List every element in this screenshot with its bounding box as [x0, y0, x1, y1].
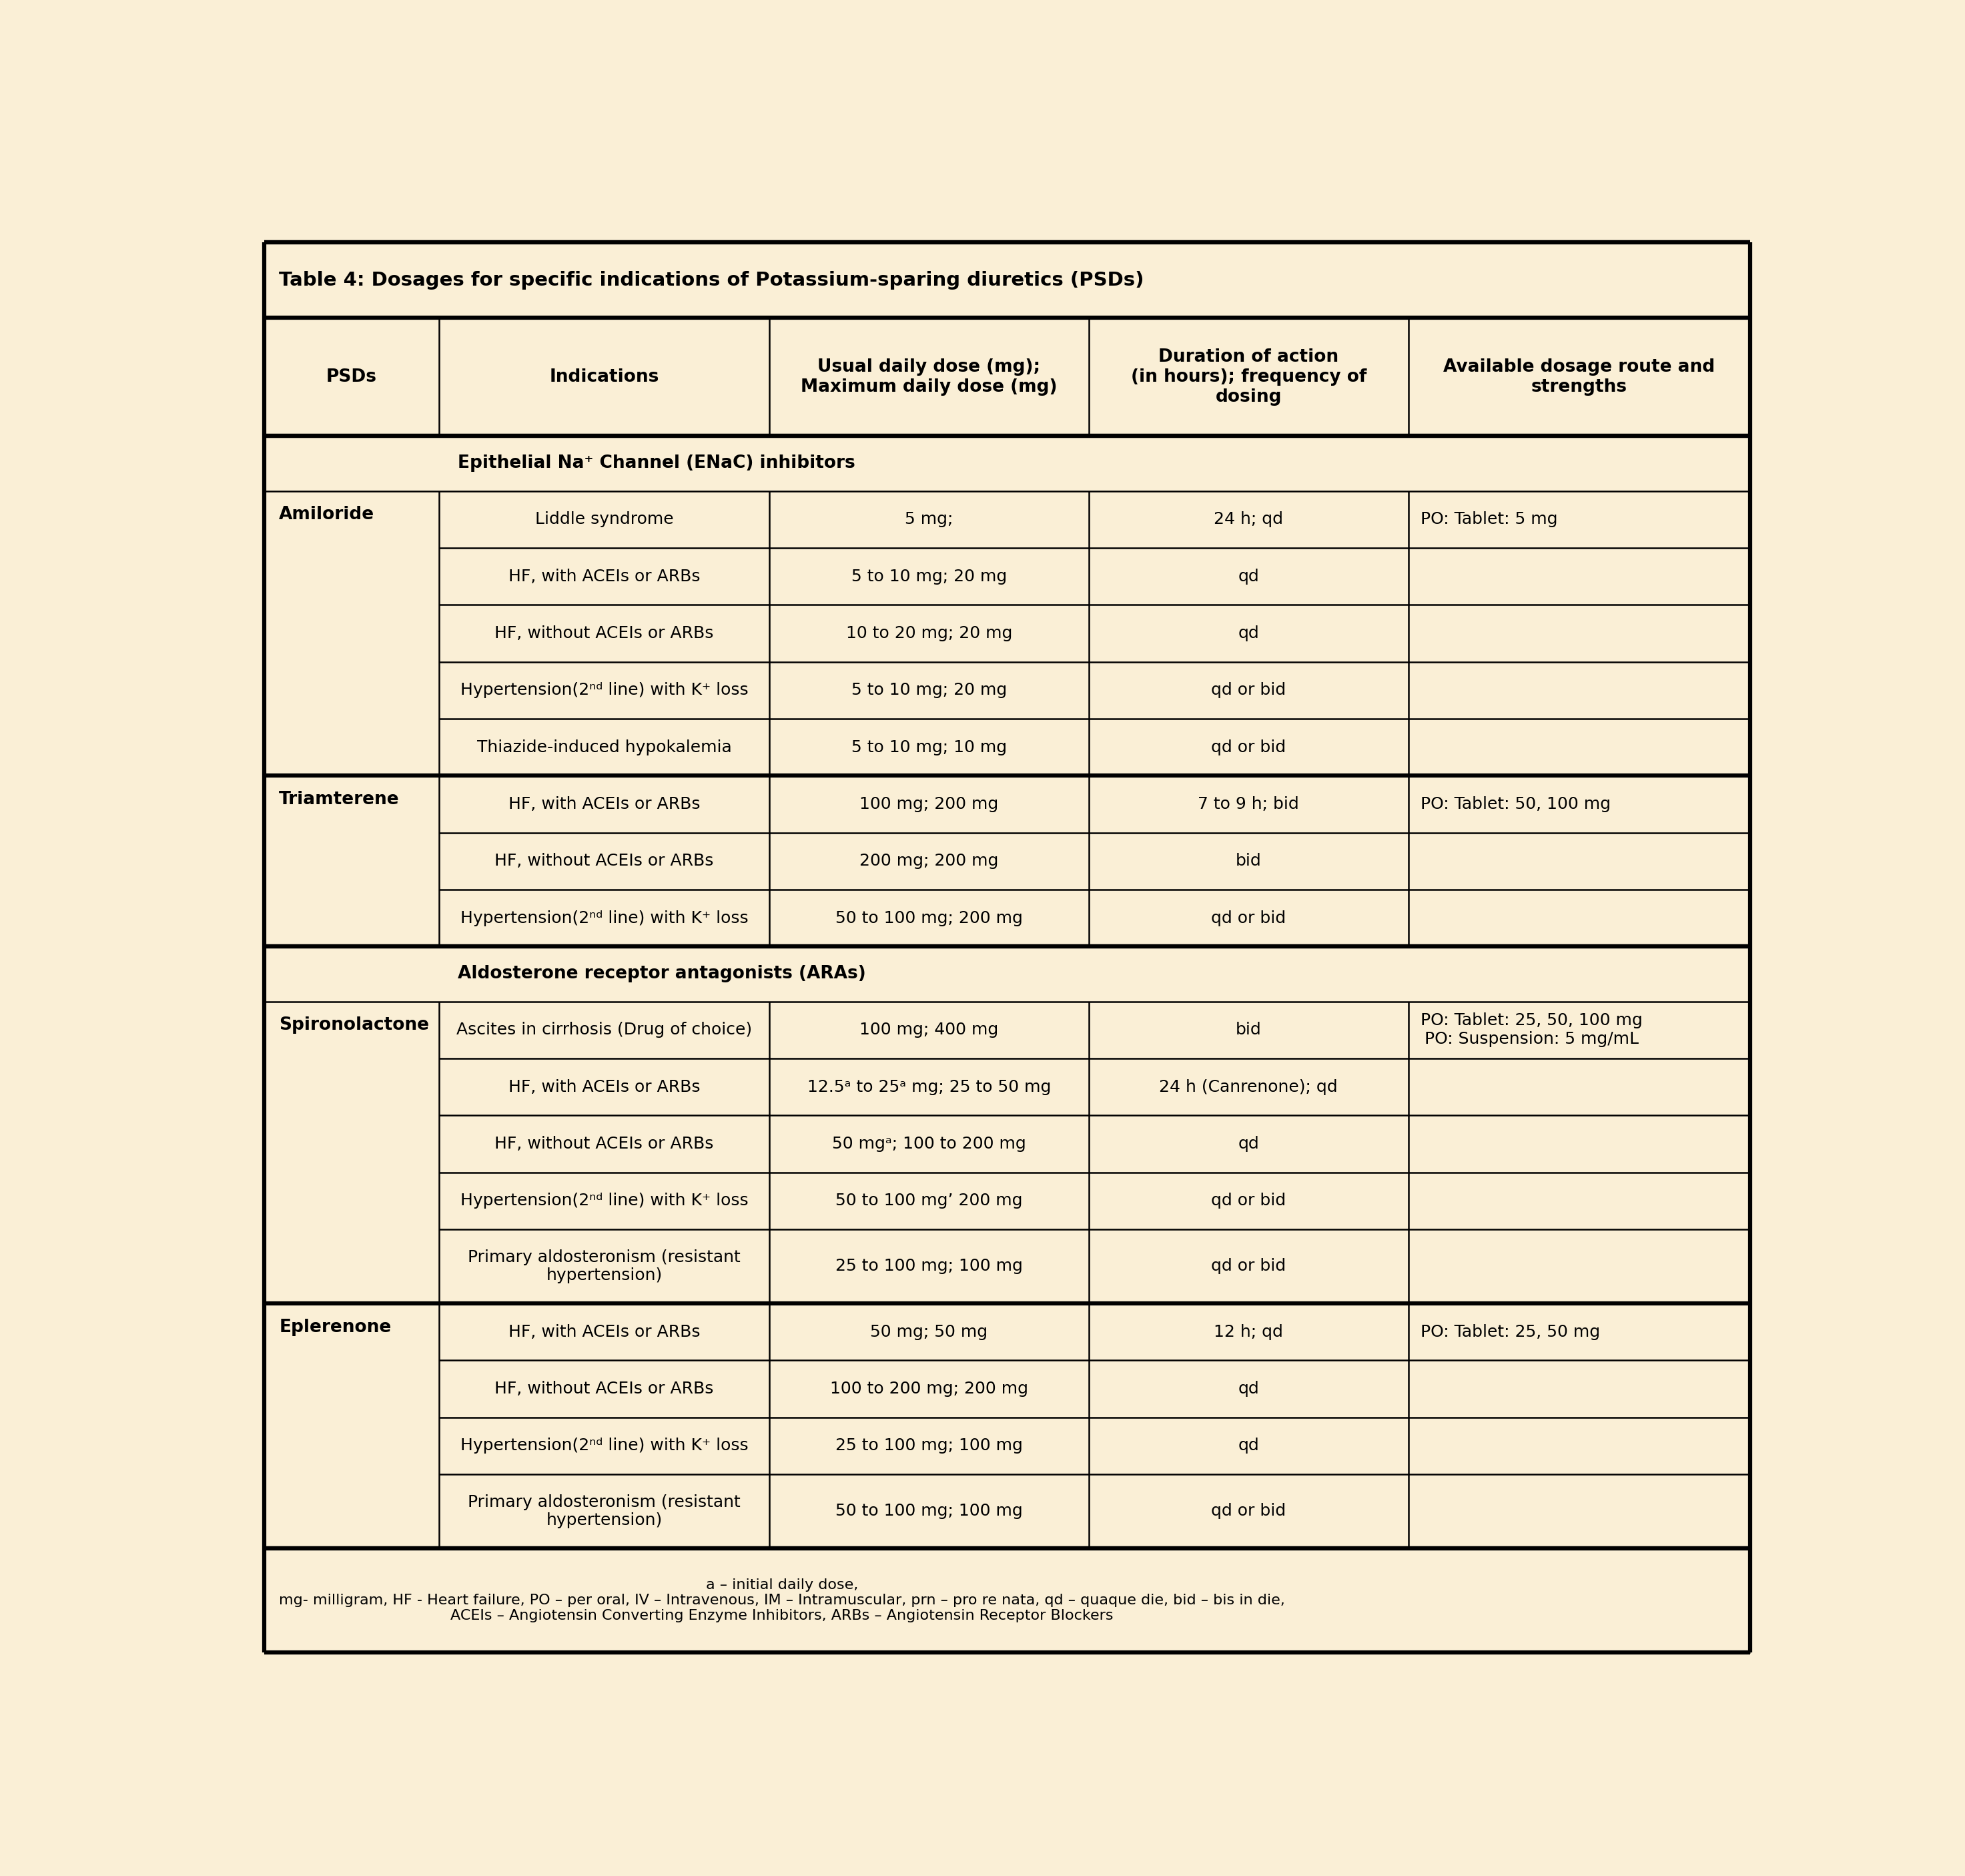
Text: Primary aldosteronism (resistant
hypertension): Primary aldosteronism (resistant hyperte…	[468, 1493, 741, 1529]
Text: PO: Tablet: 50, 100 mg: PO: Tablet: 50, 100 mg	[1421, 795, 1611, 812]
Text: Spironolactone: Spironolactone	[279, 1017, 428, 1034]
Text: HF, without ACEIs or ARBs: HF, without ACEIs or ARBs	[495, 1135, 713, 1152]
Text: Eplerenone: Eplerenone	[279, 1319, 391, 1336]
Text: 10 to 20 mg; 20 mg: 10 to 20 mg; 20 mg	[845, 625, 1012, 642]
Text: PO: Tablet: 25, 50 mg: PO: Tablet: 25, 50 mg	[1421, 1324, 1600, 1339]
Bar	[263, 242, 1751, 317]
Bar	[263, 435, 1751, 492]
Text: Liddle syndrome: Liddle syndrome	[534, 512, 674, 527]
Text: qd or bid: qd or bid	[1210, 1503, 1285, 1520]
Text: Hypertension(2ⁿᵈ line) with K⁺ loss: Hypertension(2ⁿᵈ line) with K⁺ loss	[460, 1437, 749, 1454]
Text: 24 h (Canrenone); qd: 24 h (Canrenone); qd	[1159, 1079, 1338, 1096]
Bar	[263, 1548, 1751, 1653]
Text: Ascites in cirrhosis (Drug of choice): Ascites in cirrhosis (Drug of choice)	[456, 1022, 753, 1037]
Text: 5 to 10 mg; 10 mg: 5 to 10 mg; 10 mg	[851, 739, 1006, 756]
Text: qd: qd	[1238, 1381, 1260, 1398]
Text: HF, without ACEIs or ARBs: HF, without ACEIs or ARBs	[495, 1381, 713, 1398]
Text: 50 mg; 50 mg: 50 mg; 50 mg	[870, 1324, 988, 1339]
Text: bid: bid	[1236, 854, 1262, 869]
Text: HF, with ACEIs or ARBs: HF, with ACEIs or ARBs	[509, 1324, 700, 1339]
Text: a – initial daily dose,
mg- milligram, HF - Heart failure, PO – per oral, IV – I: a – initial daily dose, mg- milligram, H…	[279, 1578, 1285, 1623]
Text: Thiazide-induced hypokalemia: Thiazide-induced hypokalemia	[477, 739, 731, 756]
Text: Hypertension(2ⁿᵈ line) with K⁺ loss: Hypertension(2ⁿᵈ line) with K⁺ loss	[460, 1193, 749, 1208]
Text: PSDs: PSDs	[326, 368, 377, 385]
Text: 25 to 100 mg; 100 mg: 25 to 100 mg; 100 mg	[835, 1437, 1022, 1454]
Text: 100 to 200 mg; 200 mg: 100 to 200 mg; 200 mg	[829, 1381, 1028, 1398]
Bar	[263, 1002, 1751, 1304]
Text: 50 to 100 mg’ 200 mg: 50 to 100 mg’ 200 mg	[835, 1193, 1022, 1208]
Text: 7 to 9 h; bid: 7 to 9 h; bid	[1199, 795, 1299, 812]
Text: PO: Tablet: 5 mg: PO: Tablet: 5 mg	[1421, 512, 1558, 527]
Text: HF, with ACEIs or ARBs: HF, with ACEIs or ARBs	[509, 1079, 700, 1096]
Text: 5 to 10 mg; 20 mg: 5 to 10 mg; 20 mg	[851, 568, 1006, 583]
Text: qd or bid: qd or bid	[1210, 1259, 1285, 1274]
Text: 24 h; qd: 24 h; qd	[1214, 512, 1283, 527]
Text: qd or bid: qd or bid	[1210, 1193, 1285, 1208]
Bar	[263, 317, 1751, 435]
Text: 12.5ᵃ to 25ᵃ mg; 25 to 50 mg: 12.5ᵃ to 25ᵃ mg; 25 to 50 mg	[808, 1079, 1051, 1096]
Bar	[263, 492, 1751, 775]
Text: Epithelial Na⁺ Channel (ENaC) inhibitors: Epithelial Na⁺ Channel (ENaC) inhibitors	[458, 454, 855, 473]
Text: 50 to 100 mg; 200 mg: 50 to 100 mg; 200 mg	[835, 910, 1022, 927]
Text: qd or bid: qd or bid	[1210, 910, 1285, 927]
Text: qd or bid: qd or bid	[1210, 739, 1285, 756]
Text: bid: bid	[1236, 1022, 1262, 1037]
Text: 5 to 10 mg; 20 mg: 5 to 10 mg; 20 mg	[851, 683, 1006, 698]
Bar	[263, 947, 1751, 1002]
Text: Table 4: Dosages for specific indications of Potassium-sparing diuretics (PSDs): Table 4: Dosages for specific indication…	[279, 270, 1144, 289]
Text: PO: Tablet: 25, 50, 100 mg
PO: Suspension: 5 mg/mL: PO: Tablet: 25, 50, 100 mg PO: Suspensio…	[1421, 1013, 1643, 1047]
Text: Duration of action
(in hours); frequency of
dosing: Duration of action (in hours); frequency…	[1130, 349, 1366, 405]
Text: HF, without ACEIs or ARBs: HF, without ACEIs or ARBs	[495, 625, 713, 642]
Text: 50 to 100 mg; 100 mg: 50 to 100 mg; 100 mg	[835, 1503, 1022, 1520]
Text: qd: qd	[1238, 625, 1260, 642]
Text: Indications: Indications	[550, 368, 658, 385]
Bar	[263, 1304, 1751, 1548]
Text: qd or bid: qd or bid	[1210, 683, 1285, 698]
Text: 12 h; qd: 12 h; qd	[1214, 1324, 1283, 1339]
Text: qd: qd	[1238, 1135, 1260, 1152]
Text: Primary aldosteronism (resistant
hypertension): Primary aldosteronism (resistant hyperte…	[468, 1249, 741, 1283]
Text: Triamterene: Triamterene	[279, 792, 399, 809]
Text: Available dosage route and
strengths: Available dosage route and strengths	[1444, 358, 1715, 396]
Text: qd: qd	[1238, 1437, 1260, 1454]
Text: 50 mgᵃ; 100 to 200 mg: 50 mgᵃ; 100 to 200 mg	[831, 1135, 1026, 1152]
Text: HF, with ACEIs or ARBs: HF, with ACEIs or ARBs	[509, 795, 700, 812]
Text: HF, without ACEIs or ARBs: HF, without ACEIs or ARBs	[495, 854, 713, 869]
Text: 200 mg; 200 mg: 200 mg; 200 mg	[859, 854, 998, 869]
Text: 5 mg;: 5 mg;	[906, 512, 953, 527]
Text: Usual daily dose (mg);
Maximum daily dose (mg): Usual daily dose (mg); Maximum daily dos…	[802, 358, 1057, 396]
Text: 100 mg; 200 mg: 100 mg; 200 mg	[859, 795, 998, 812]
Text: Hypertension(2ⁿᵈ line) with K⁺ loss: Hypertension(2ⁿᵈ line) with K⁺ loss	[460, 683, 749, 698]
Text: qd: qd	[1238, 568, 1260, 583]
Text: Aldosterone receptor antagonists (ARAs): Aldosterone receptor antagonists (ARAs)	[458, 966, 867, 983]
Text: 100 mg; 400 mg: 100 mg; 400 mg	[859, 1022, 998, 1037]
Text: Hypertension(2ⁿᵈ line) with K⁺ loss: Hypertension(2ⁿᵈ line) with K⁺ loss	[460, 910, 749, 927]
Bar	[263, 775, 1751, 947]
Text: Amiloride: Amiloride	[279, 507, 375, 523]
Text: HF, with ACEIs or ARBs: HF, with ACEIs or ARBs	[509, 568, 700, 583]
Text: 25 to 100 mg; 100 mg: 25 to 100 mg; 100 mg	[835, 1259, 1022, 1274]
